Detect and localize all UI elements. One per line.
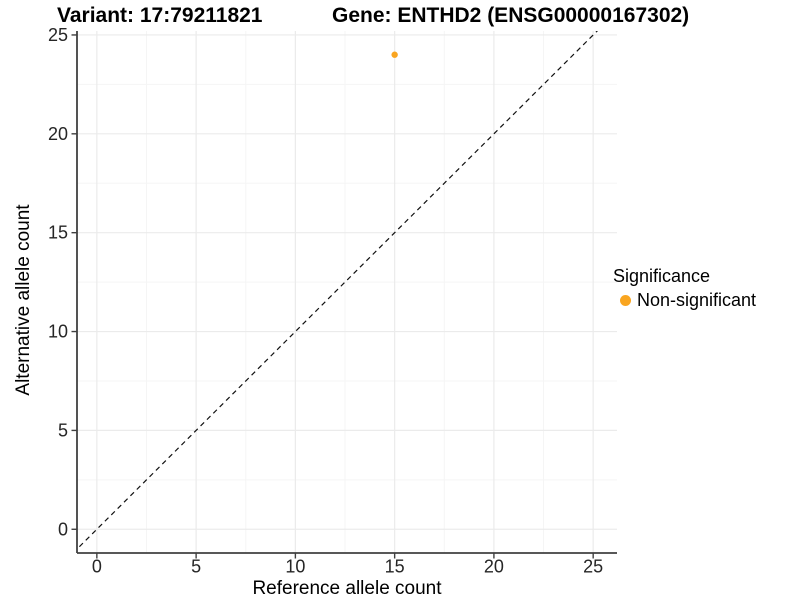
x-tick-label: 25 [583,557,603,577]
legend-item-label: Non-significant [637,290,757,310]
y-tick-label: 25 [48,25,68,45]
y-tick-label: 15 [48,223,68,243]
legend-point-icon [620,295,631,306]
x-tick-label: 15 [385,557,405,577]
x-tick-label: 20 [484,557,504,577]
data-point [391,51,398,58]
x-axis-title: Reference allele count [252,578,442,599]
legend: Significance Non-significant [613,266,756,311]
y-tick-label: 0 [58,519,68,539]
x-tick-label: 0 [92,557,102,577]
plot-title-variant: Variant: 17:79211821 [57,4,263,27]
x-tick-label: 10 [285,557,305,577]
y-tick-label: 5 [58,420,68,440]
y-tick-label: 10 [48,322,68,342]
identity-line [77,31,598,550]
legend-item: Non-significant [613,290,756,311]
y-tick-label: 20 [48,124,68,144]
plot-title-gene: Gene: ENTHD2 (ENSG00000167302) [332,4,690,27]
x-tick-label: 5 [191,557,201,577]
legend-title: Significance [613,266,711,286]
y-axis-title: Alternative allele count [13,204,34,396]
